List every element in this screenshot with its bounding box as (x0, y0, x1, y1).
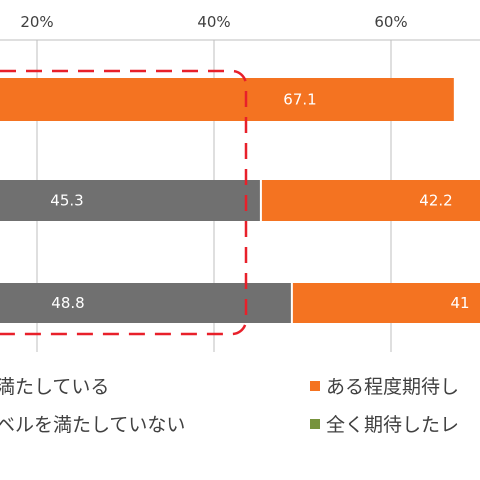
tick-label-20: 20% (20, 13, 53, 31)
tick-label-40: 40% (197, 13, 230, 31)
data-label-row3-series1: 48.8 (51, 294, 84, 312)
data-labels: 45.3 48.8 67.1 42.2 41 (50, 91, 469, 313)
bar-row1-series2 (0, 78, 454, 121)
legend-item-4-label: 全く期待したレ (326, 414, 460, 436)
legend-item-4: 全く期待したレ (310, 410, 459, 437)
tick-label-60: 60% (374, 13, 407, 31)
legend-item-1: 満たしている (0, 372, 109, 399)
legend-swatch-green (310, 419, 320, 429)
data-label-row2-series1: 45.3 (50, 192, 83, 210)
tick-labels: 20% 40% 60% (20, 13, 407, 31)
bar-row3-series2 (291, 283, 480, 323)
data-label-row2-series2: 42.2 (419, 192, 452, 210)
bar-row2-series2 (260, 180, 480, 221)
data-label-row1-series2: 67.1 (283, 91, 316, 109)
legend-item-2: ある程度期待し (310, 372, 459, 399)
highlight-box (0, 69, 248, 336)
data-label-row3-series2: 41 (450, 294, 469, 312)
legend-item-3: ベルを満たしていない (0, 410, 185, 437)
bar-row2-series1 (0, 180, 261, 221)
legend-swatch-orange (310, 381, 320, 391)
bars (0, 78, 480, 323)
legend-item-1-label: 満たしている (0, 376, 110, 398)
legend-item-2-label: ある程度期待し (326, 376, 460, 398)
bar-row3-series1 (0, 283, 292, 323)
legend-item-3-label: ベルを満たしていない (0, 414, 186, 436)
